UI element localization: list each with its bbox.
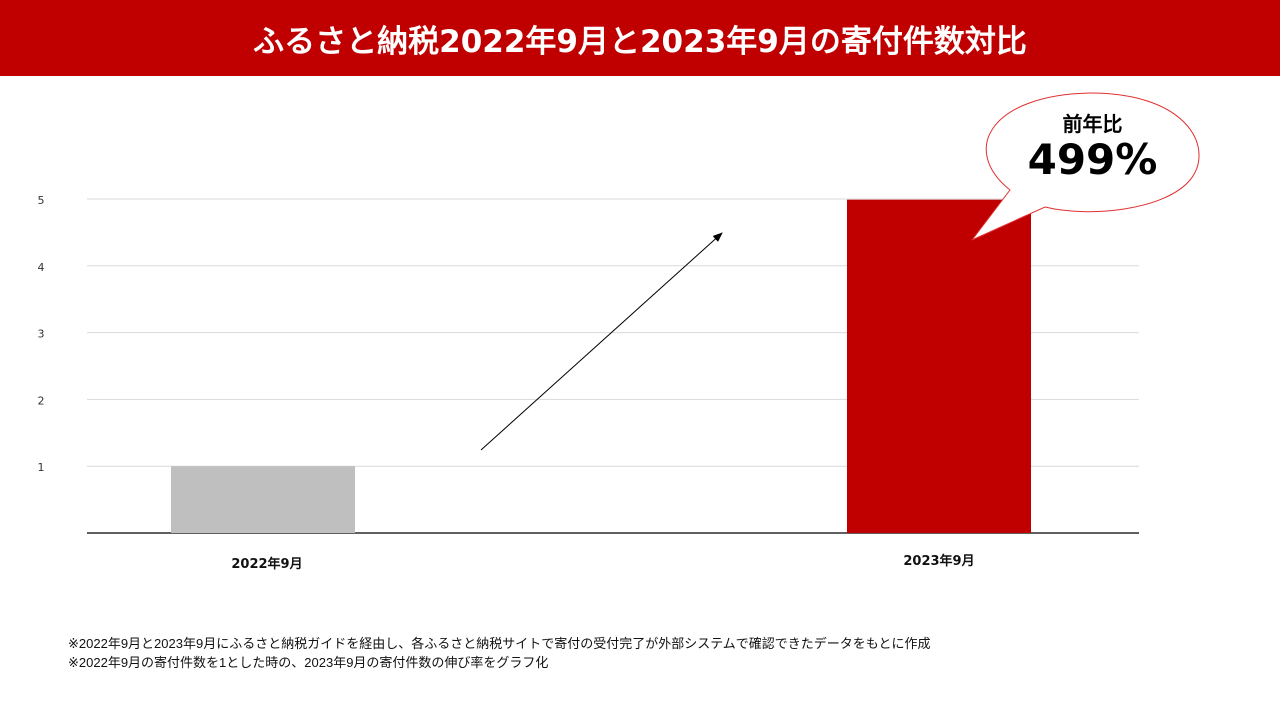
title-banner: ふるさと納税2022年9月と2023年9月の寄付件数対比 bbox=[0, 0, 1280, 76]
footnote: ※2022年9月と2023年9月にふるさと納税ガイドを経由し、各ふるさと納税サイ… bbox=[68, 636, 931, 651]
x-tick-label: 2022年9月 bbox=[231, 556, 302, 572]
yoy-value: 499% bbox=[1027, 135, 1158, 184]
yoy-callout: 前年比 499% bbox=[1000, 108, 1185, 183]
y-tick-label: 2 bbox=[38, 394, 45, 407]
y-tick-label: 4 bbox=[38, 261, 45, 274]
y-tick-label: 3 bbox=[38, 328, 45, 341]
trend-arrow bbox=[480, 232, 723, 451]
bar bbox=[847, 199, 1031, 533]
speech-bubble bbox=[971, 92, 1200, 241]
bar bbox=[171, 466, 355, 533]
footnote: ※2022年9月の寄付件数を1とした時の、2023年9月の寄付件数の伸び率をグラ… bbox=[68, 655, 549, 670]
x-tick-label: 2023年9月 bbox=[903, 553, 974, 569]
y-tick-label: 1 bbox=[38, 461, 45, 474]
page-title: ふるさと納税2022年9月と2023年9月の寄付件数対比 bbox=[253, 23, 1027, 60]
y-tick-label: 5 bbox=[38, 194, 45, 207]
yoy-label: 前年比 bbox=[1062, 112, 1123, 136]
footnotes: ※2022年9月と2023年9月にふるさと納税ガイドを経由し、各ふるさと納税サイ… bbox=[68, 634, 931, 672]
